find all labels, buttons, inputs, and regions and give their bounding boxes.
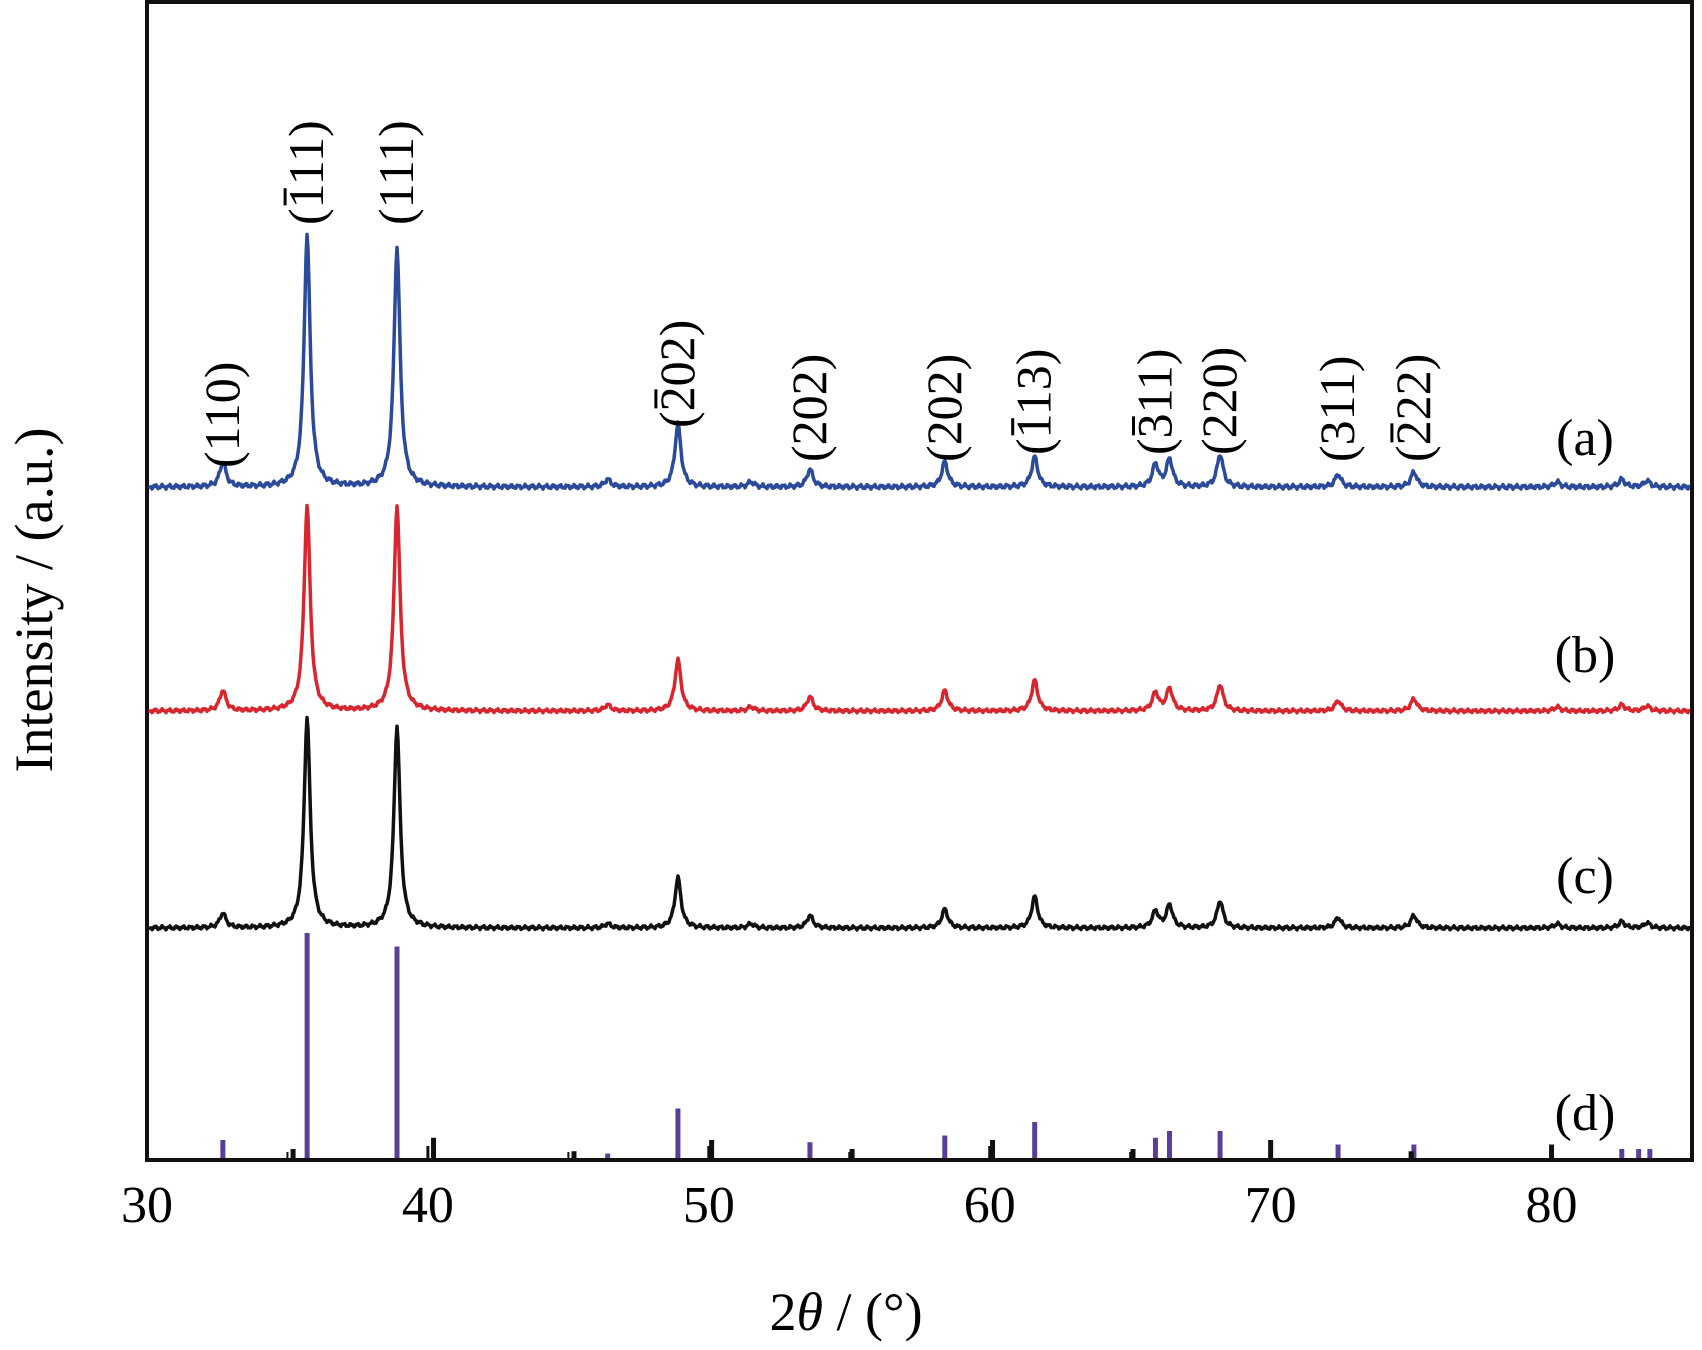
x-tick-label-60: 60 bbox=[964, 1177, 1016, 1234]
x-tick-label-50: 50 bbox=[683, 1177, 735, 1234]
peak-label: (311) bbox=[1309, 356, 1365, 462]
peak-label-text: (111) bbox=[278, 120, 334, 225]
peak-label-text: (311) bbox=[1309, 356, 1365, 462]
peak-label-text: (311) bbox=[1127, 349, 1183, 455]
curve-label-a: (a) bbox=[1556, 410, 1614, 467]
x-axis-title: 2θ / (°) bbox=[769, 1282, 922, 1342]
peak-label: (311) bbox=[1127, 349, 1183, 455]
axes: 30 40 50 60 70 80 bbox=[121, 0, 1694, 1234]
peak-label: (202) bbox=[781, 354, 837, 462]
peak-label: (110) bbox=[194, 362, 250, 468]
curve-label-c: (c) bbox=[1556, 848, 1614, 905]
curve-a bbox=[147, 232, 1691, 492]
y-axis-title: Intensity / (a.u.) bbox=[4, 428, 64, 773]
curve-c bbox=[147, 715, 1691, 932]
x-tick-label-80: 80 bbox=[1526, 1177, 1578, 1234]
plot-frame bbox=[145, 0, 1694, 1162]
peak-label: (202) bbox=[916, 354, 972, 462]
peak-label-text: (202) bbox=[916, 354, 972, 462]
peak-label-text: (220) bbox=[1191, 347, 1247, 455]
peak-label: (202) bbox=[649, 320, 705, 428]
x-tick-label-40: 40 bbox=[402, 1177, 454, 1234]
peak-label: (220) bbox=[1191, 347, 1247, 455]
peak-label-text: (202) bbox=[649, 320, 705, 428]
peak-label-text: (113) bbox=[1006, 349, 1062, 455]
peak-label: (111) bbox=[368, 120, 424, 225]
peak-label: (222) bbox=[1385, 354, 1441, 462]
peak-label-text: (222) bbox=[1385, 354, 1441, 462]
reference-sticks bbox=[220, 933, 1653, 1158]
peak-label: (111) bbox=[278, 120, 334, 225]
curve-label-d: (d) bbox=[1555, 1085, 1616, 1142]
labels: (a) (b) (c) (d) (110) (111) (111) (202) (202) (20… bbox=[194, 120, 1616, 1142]
curve-label-b: (b) bbox=[1555, 627, 1616, 684]
x-tick-label-30: 30 bbox=[121, 1177, 173, 1234]
curve-b bbox=[147, 503, 1691, 715]
peak-label-text: (110) bbox=[194, 362, 250, 468]
peak-label-text: (202) bbox=[781, 354, 837, 462]
peak-label: (113) bbox=[1006, 349, 1062, 455]
curves bbox=[147, 232, 1691, 932]
peak-label-text: (111) bbox=[368, 120, 424, 225]
x-tick-label-70: 70 bbox=[1245, 1177, 1297, 1234]
